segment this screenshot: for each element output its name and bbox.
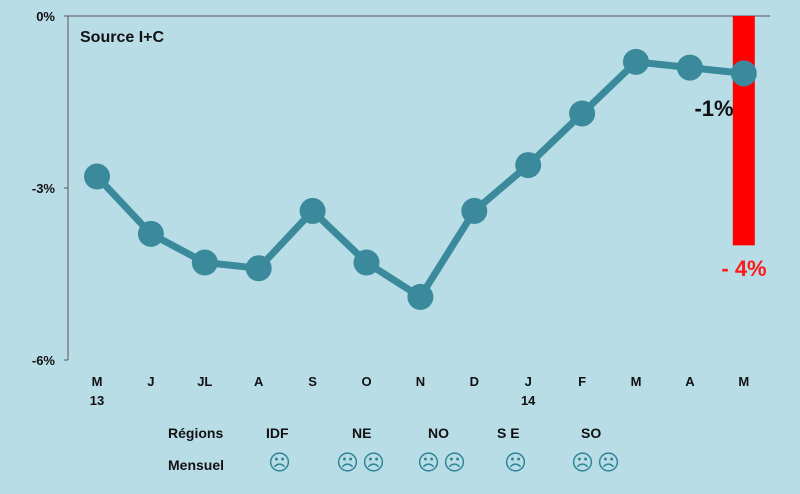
x-year-label: 14 <box>521 393 536 408</box>
data-point <box>569 100 596 127</box>
sad-face-icon: ☹ <box>268 450 291 475</box>
data-point <box>676 54 703 81</box>
sad-face-icon: ☹ <box>443 450 466 475</box>
x-tick-label: M <box>92 374 103 389</box>
data-point <box>299 197 326 224</box>
x-tick-label: O <box>361 374 371 389</box>
point-annotation: -1% <box>694 96 733 121</box>
chart-axes: 0% -3% -6% M 13 J JL A S O N D J 14 F M A M <box>32 9 770 408</box>
y-tick-label: -6% <box>32 353 56 368</box>
data-point <box>191 249 218 276</box>
bar-annotation: - 4% <box>721 256 766 281</box>
region-no: NO <box>428 425 449 441</box>
chart-marks: -1% - 4% <box>84 16 767 310</box>
sad-face-icon: ☹ <box>504 450 527 475</box>
sad-face-icon: ☹ <box>417 450 440 475</box>
region-se: S E <box>497 425 520 441</box>
data-point <box>461 197 488 224</box>
x-tick-label: D <box>470 374 479 389</box>
y-tick-label: 0% <box>36 9 55 24</box>
data-point <box>245 255 272 282</box>
line-chart: 0% -3% -6% M 13 J JL A S O N D J 14 F M A M -1% - 4% Sourc… <box>32 9 770 408</box>
x-tick-label: J <box>147 374 154 389</box>
x-tick-label: M <box>631 374 642 389</box>
sad-face-icon: ☹ <box>362 450 385 475</box>
data-point <box>515 152 542 179</box>
x-tick-label: J <box>525 374 532 389</box>
regions-label: Régions <box>168 425 224 441</box>
chart-title: Source I+C <box>80 29 164 46</box>
region-ne: NE <box>352 425 372 441</box>
x-tick-label: A <box>685 374 695 389</box>
x-tick-label: F <box>578 374 586 389</box>
data-point <box>407 283 434 310</box>
monthly-row: Mensuel <box>0 457 800 477</box>
sad-face-icon: ☹ <box>571 450 594 475</box>
region-idf: IDF <box>266 425 289 441</box>
data-point <box>730 60 757 87</box>
y-tick-label: -3% <box>32 181 56 196</box>
data-point <box>137 220 164 247</box>
x-tick-label: M <box>738 374 749 389</box>
region-so: SO <box>581 425 602 441</box>
data-point <box>623 48 649 75</box>
x-year-label: 13 <box>90 393 104 408</box>
highlight-bar <box>732 16 755 246</box>
x-tick-label: A <box>254 374 264 389</box>
data-point <box>84 163 110 190</box>
x-tick-label: N <box>416 374 425 389</box>
regions-row: Régions IDF NE NO S E SO <box>0 425 800 445</box>
sad-face-icon: ☹ <box>336 450 359 475</box>
monthly-label: Mensuel <box>168 457 225 473</box>
x-tick-label: S <box>308 374 317 389</box>
sad-face-icon: ☹ <box>597 450 620 475</box>
x-tick-label: JL <box>197 374 212 389</box>
data-point <box>353 249 380 276</box>
